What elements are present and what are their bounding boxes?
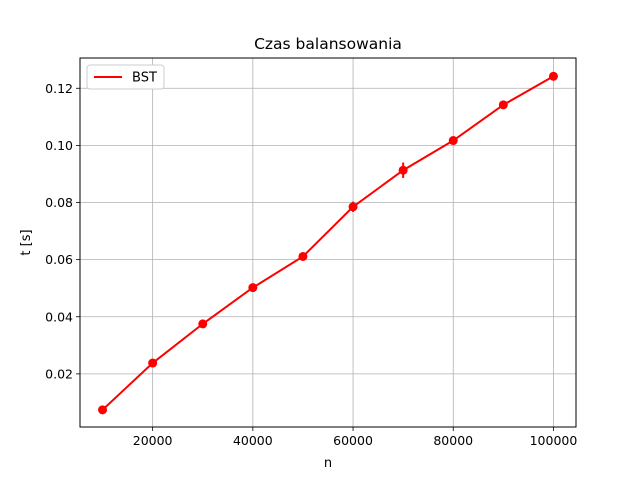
- data-point: [348, 202, 358, 212]
- axes-frame: [79, 57, 577, 428]
- y-tick-label: 0.02: [45, 366, 73, 381]
- y-tick-label: 0.06: [45, 252, 73, 267]
- x-tick-label: 100000: [530, 433, 578, 448]
- grid: [80, 58, 576, 427]
- data-point: [148, 358, 158, 368]
- legend: BST: [86, 64, 165, 90]
- data-point: [548, 71, 558, 81]
- x-tick-label: 80000: [433, 433, 473, 448]
- data-point: [448, 136, 458, 146]
- x-tick-label: 40000: [233, 433, 273, 448]
- y-tick-label: 0.08: [45, 195, 73, 210]
- chart-title: Czas balansowania: [254, 35, 402, 53]
- data-point: [298, 251, 308, 261]
- x-tick-label: 20000: [133, 433, 173, 448]
- x-tick-label: 60000: [333, 433, 373, 448]
- series-layer: [98, 71, 558, 415]
- y-axis-label: t [s]: [19, 229, 34, 255]
- y-tick-label: 0.10: [45, 138, 73, 153]
- x-axis-label: n: [324, 456, 332, 471]
- legend-box: [86, 64, 165, 90]
- y-tick-label: 0.04: [45, 309, 73, 324]
- data-point: [248, 283, 258, 293]
- data-point: [98, 405, 108, 415]
- y-tick-label: 0.12: [45, 81, 73, 96]
- series-line-bst: [101, 75, 554, 411]
- x-ticks: 20000 40000 60000 80000 100000: [133, 427, 578, 448]
- legend-label-bst: BST: [132, 71, 157, 86]
- data-point: [498, 100, 508, 110]
- data-point: [398, 165, 408, 175]
- data-point: [198, 319, 208, 329]
- y-ticks: 0.02 0.04 0.06 0.08 0.10 0.12: [45, 81, 80, 381]
